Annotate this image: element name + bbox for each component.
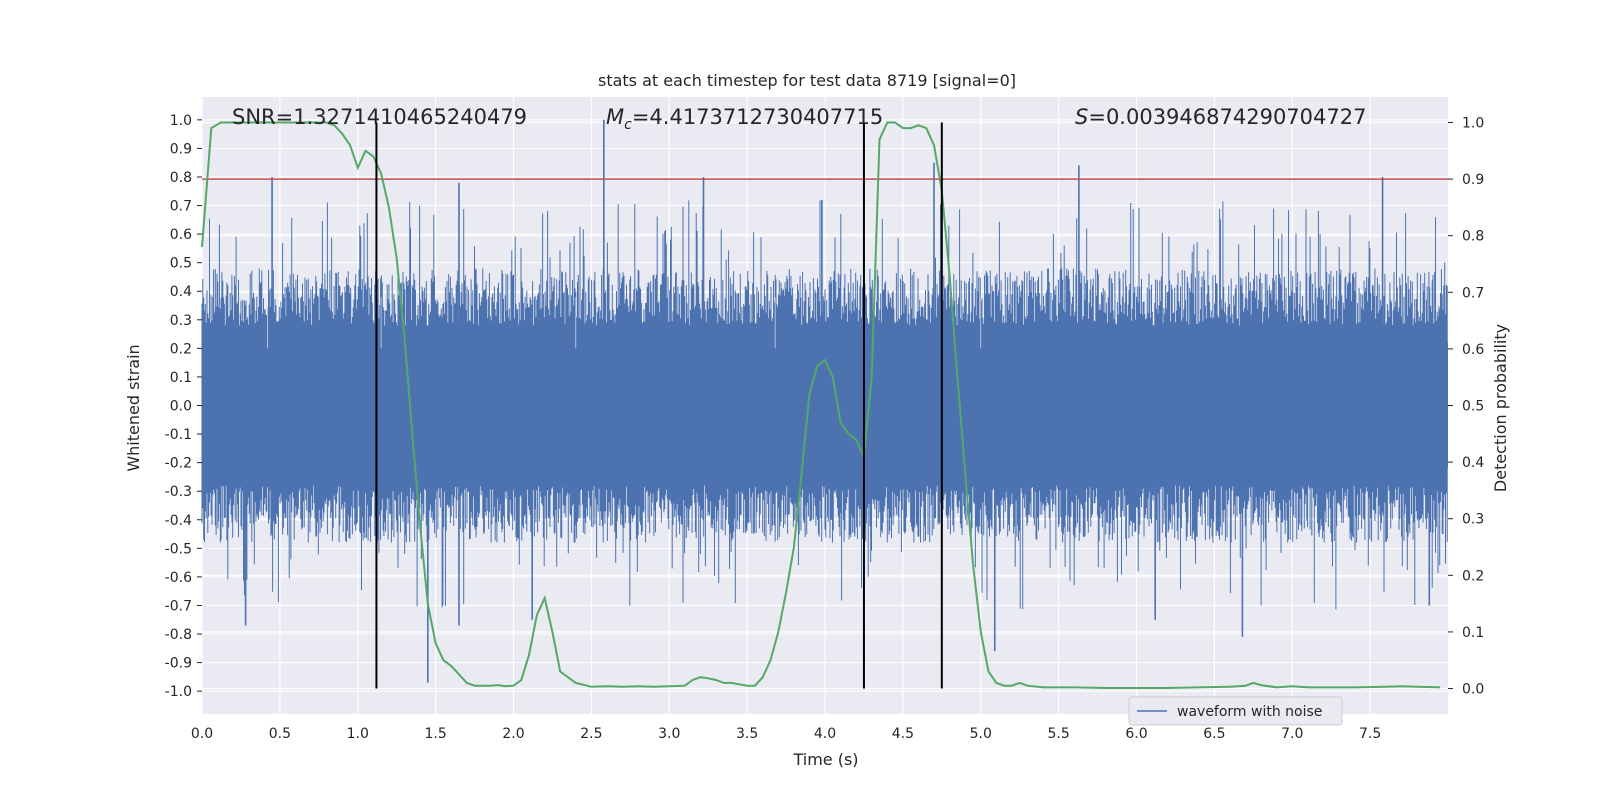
x-tick-label: 0.0 bbox=[191, 726, 213, 742]
y-tick-label: 0.8 bbox=[170, 170, 192, 186]
x-tick-label: 0.5 bbox=[269, 726, 291, 742]
snr-annotation: SNR=1.3271410465240479 bbox=[232, 105, 527, 129]
y-tick-label: -0.3 bbox=[165, 484, 192, 500]
y-tick-label: -0.6 bbox=[165, 570, 192, 586]
x-tick-label: 6.0 bbox=[1125, 726, 1147, 742]
legend-label: waveform with noise bbox=[1177, 704, 1322, 720]
x-tick-label: 4.5 bbox=[892, 726, 914, 742]
y-tick-label: 0.4 bbox=[170, 284, 192, 300]
x-tick-label: 7.0 bbox=[1281, 726, 1303, 742]
s-annotation: S=0.003946874290704727 bbox=[1075, 105, 1366, 129]
chart-title: stats at each timestep for test data 871… bbox=[598, 71, 1016, 90]
y-tick-label: 1.0 bbox=[170, 113, 192, 129]
y-tick-label: 0.2 bbox=[170, 341, 192, 357]
y-tick-label: -0.9 bbox=[165, 656, 192, 672]
x-tick-label: 1.5 bbox=[424, 726, 446, 742]
y-tick-label: 0.5 bbox=[170, 256, 192, 272]
chirp-mass-subscript: c bbox=[624, 117, 632, 133]
x-tick-label: 7.5 bbox=[1359, 726, 1381, 742]
y-tick-label: -0.4 bbox=[165, 513, 192, 529]
y2-tick-label: 0.6 bbox=[1462, 342, 1484, 358]
y2-tick-label: 0.1 bbox=[1462, 625, 1484, 641]
x-tick-label: 2.0 bbox=[502, 726, 524, 742]
legend-box bbox=[1128, 696, 1343, 726]
y-tick-label: -0.8 bbox=[165, 627, 192, 643]
y2-tick-label: 0.8 bbox=[1462, 229, 1484, 245]
y-tick-label: 0.3 bbox=[170, 313, 192, 329]
y-tick-label: -0.1 bbox=[165, 427, 192, 443]
vertical-lines bbox=[375, 122, 943, 689]
x-tick-label: 2.5 bbox=[580, 726, 602, 742]
x-tick-label: 3.5 bbox=[736, 726, 758, 742]
y-tick-label: 0.7 bbox=[170, 199, 192, 215]
y2-tick-label: 0.2 bbox=[1462, 568, 1484, 584]
x-tick-label: 1.0 bbox=[347, 726, 369, 742]
x-tick-label: 3.0 bbox=[658, 726, 680, 742]
s-symbol: S bbox=[1075, 105, 1088, 129]
x-tick-label: 5.5 bbox=[1047, 726, 1069, 742]
y-tick-label: -0.5 bbox=[165, 541, 192, 557]
x-tick-label: 5.0 bbox=[970, 726, 992, 742]
waveform-noise bbox=[201, 200, 1448, 610]
y-tick-label: -0.7 bbox=[165, 598, 192, 614]
probability-line bbox=[201, 121, 1441, 689]
s-value: =0.003946874290704727 bbox=[1088, 105, 1366, 129]
y-tick-label: 0.0 bbox=[170, 399, 192, 415]
y-tick-label: -0.2 bbox=[165, 456, 192, 472]
y2-axis-label: Detection probability bbox=[1491, 324, 1510, 492]
y2-tick-label: 0.5 bbox=[1462, 399, 1484, 415]
legend: waveform with noise bbox=[1128, 696, 1343, 726]
y-tick-label: 0.6 bbox=[170, 227, 192, 243]
y2-tick-label: 1.0 bbox=[1462, 115, 1484, 131]
y2-tick-label: 0.4 bbox=[1462, 455, 1484, 471]
y-tick-label: 0.9 bbox=[170, 141, 192, 157]
y-axis-label: Whitened strain bbox=[124, 344, 143, 471]
y-tick-label: 0.1 bbox=[170, 370, 192, 386]
chirp-mass-annotation: Mc=4.4173712730407715 bbox=[606, 105, 883, 133]
chirp-mass-value: =4.4173712730407715 bbox=[632, 105, 883, 129]
y2-tick-label: 0.9 bbox=[1462, 172, 1484, 188]
y2-tick-label: 0.0 bbox=[1462, 682, 1484, 698]
y2-tick-label: 0.7 bbox=[1462, 285, 1484, 301]
chirp-mass-symbol: M bbox=[606, 105, 624, 129]
x-tick-label: 4.0 bbox=[814, 726, 836, 742]
y2-tick-label: 0.3 bbox=[1462, 512, 1484, 528]
y-tick-label: -1.0 bbox=[165, 684, 192, 700]
x-axis-label: Time (s) bbox=[792, 750, 858, 769]
probability-series bbox=[201, 121, 1441, 689]
tick-labels: 0.0 0.5 1.0 1.5 2.0 2.5 3.0 3.5 4.0 4.5 5.0 5.5 6.0 6… bbox=[165, 113, 1485, 742]
x-tick-label: 6.5 bbox=[1203, 726, 1225, 742]
